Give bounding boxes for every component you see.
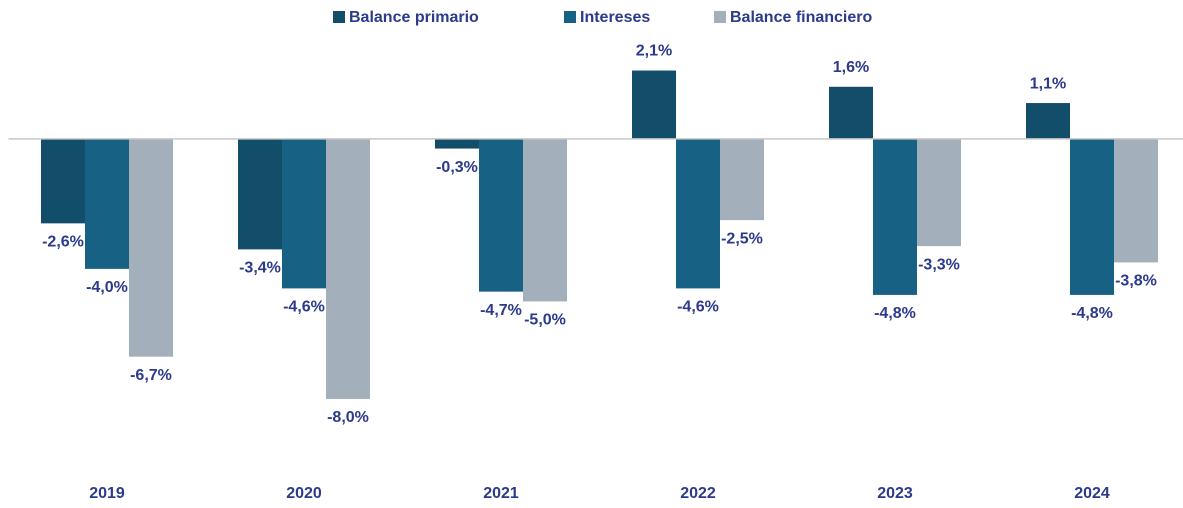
bar <box>873 138 917 295</box>
bar <box>479 138 523 292</box>
value-label: -4,6% <box>283 299 325 316</box>
x-tick-label: 2019 <box>89 485 125 502</box>
bar <box>326 138 370 399</box>
value-label: -3,8% <box>1115 273 1157 290</box>
legend-label: Intereses <box>580 9 650 26</box>
bar <box>917 138 961 247</box>
bar <box>1026 103 1070 139</box>
bar <box>676 138 720 289</box>
bar <box>129 138 173 357</box>
value-label: -3,3% <box>918 256 960 273</box>
value-label: -4,6% <box>677 299 719 316</box>
x-tick-label: 2024 <box>1074 485 1110 502</box>
legend-swatch <box>333 11 345 23</box>
bar <box>435 138 479 149</box>
bar <box>829 86 873 139</box>
value-label: -4,8% <box>874 305 916 322</box>
legend-label: Balance financiero <box>730 9 873 26</box>
value-label: -5,0% <box>524 312 566 329</box>
bar <box>282 138 326 289</box>
value-label: 2,1% <box>636 43 672 60</box>
value-label: 1,6% <box>833 59 869 76</box>
value-label: -6,7% <box>130 367 172 384</box>
value-label: -2,5% <box>721 230 763 247</box>
value-label: -4,8% <box>1071 305 1113 322</box>
value-label: -8,0% <box>327 409 369 426</box>
bar <box>41 138 85 224</box>
value-label: -2,6% <box>42 234 84 251</box>
bar <box>85 138 129 269</box>
bar <box>238 138 282 250</box>
bar <box>1114 138 1158 263</box>
value-label: -4,0% <box>86 279 128 296</box>
value-label: 1,1% <box>1030 75 1066 92</box>
bar <box>720 138 764 221</box>
x-tick-label: 2022 <box>680 485 716 502</box>
x-tick-label: 2021 <box>483 485 519 502</box>
value-label: -4,7% <box>480 302 522 319</box>
bar <box>1070 138 1114 295</box>
x-tick-label: 2023 <box>877 485 913 502</box>
value-label: -0,3% <box>436 159 478 176</box>
bar <box>632 70 676 139</box>
bar <box>523 138 567 302</box>
x-tick-label: 2020 <box>286 485 322 502</box>
value-label: -3,4% <box>239 260 281 277</box>
legend-swatch <box>714 11 726 23</box>
legend-label: Balance primario <box>349 9 479 26</box>
legend-swatch <box>564 11 576 23</box>
